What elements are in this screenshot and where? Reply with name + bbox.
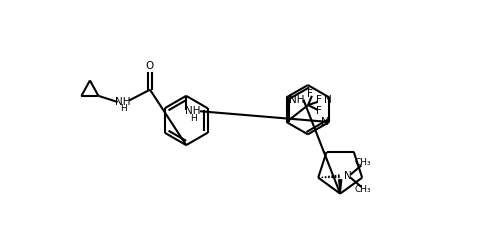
Text: O: O [146, 61, 154, 71]
Text: N: N [344, 171, 351, 181]
Text: CH₃: CH₃ [355, 186, 371, 194]
Text: F: F [307, 89, 313, 99]
Text: N: N [324, 95, 331, 106]
Text: H: H [190, 114, 197, 123]
Text: NH: NH [185, 106, 201, 116]
Text: NH: NH [115, 97, 131, 107]
Text: F: F [316, 95, 322, 106]
Text: N: N [321, 117, 329, 127]
Polygon shape [339, 180, 342, 194]
Text: NH: NH [289, 95, 304, 106]
Text: CH₃: CH₃ [355, 158, 371, 167]
Text: H: H [120, 104, 126, 113]
Text: F: F [316, 106, 322, 116]
